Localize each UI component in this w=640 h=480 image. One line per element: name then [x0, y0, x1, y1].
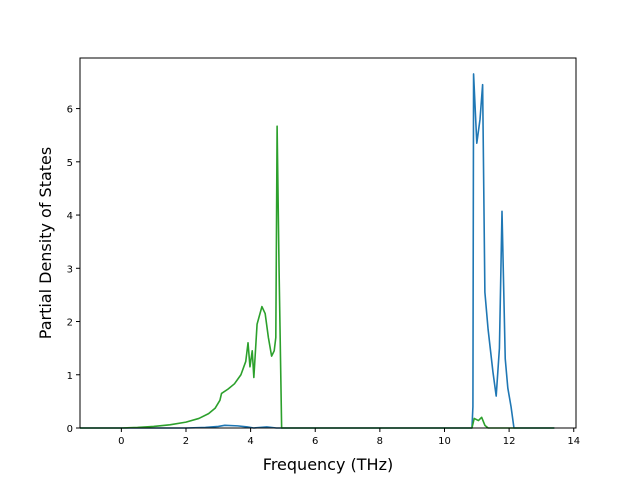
y-tick-label: 5: [67, 158, 73, 169]
y-tick-label: 6: [67, 105, 73, 116]
x-tick-label: 14: [567, 436, 580, 447]
x-tick-label: 8: [377, 436, 383, 447]
x-tick-label: 10: [438, 436, 451, 447]
x-axis-label: Frequency (THz): [263, 455, 393, 474]
y-tick-label: 0: [67, 424, 73, 435]
x-tick-label: 4: [247, 436, 253, 447]
series-layer: [80, 73, 555, 429]
x-tick-label: 0: [118, 436, 124, 447]
y-tick-label: 4: [67, 211, 73, 222]
y-tick-label: 1: [67, 371, 73, 382]
y-tick-label: 2: [67, 318, 73, 329]
series-line-1: [80, 73, 555, 429]
x-tick-label: 6: [312, 436, 318, 447]
series-line-2: [80, 125, 555, 429]
plot-area: [80, 58, 576, 428]
x-tick-label: 2: [183, 436, 189, 447]
x-ticks: 0 2 4 6 8 10 12 14: [118, 428, 580, 447]
x-tick-label: 12: [503, 436, 516, 447]
plot-frame: [79, 57, 577, 429]
y-axis-label: Partial Density of States: [36, 147, 55, 339]
y-ticks: 0 1 2 3 4 5 6: [67, 105, 80, 435]
y-tick-label: 3: [67, 264, 73, 275]
